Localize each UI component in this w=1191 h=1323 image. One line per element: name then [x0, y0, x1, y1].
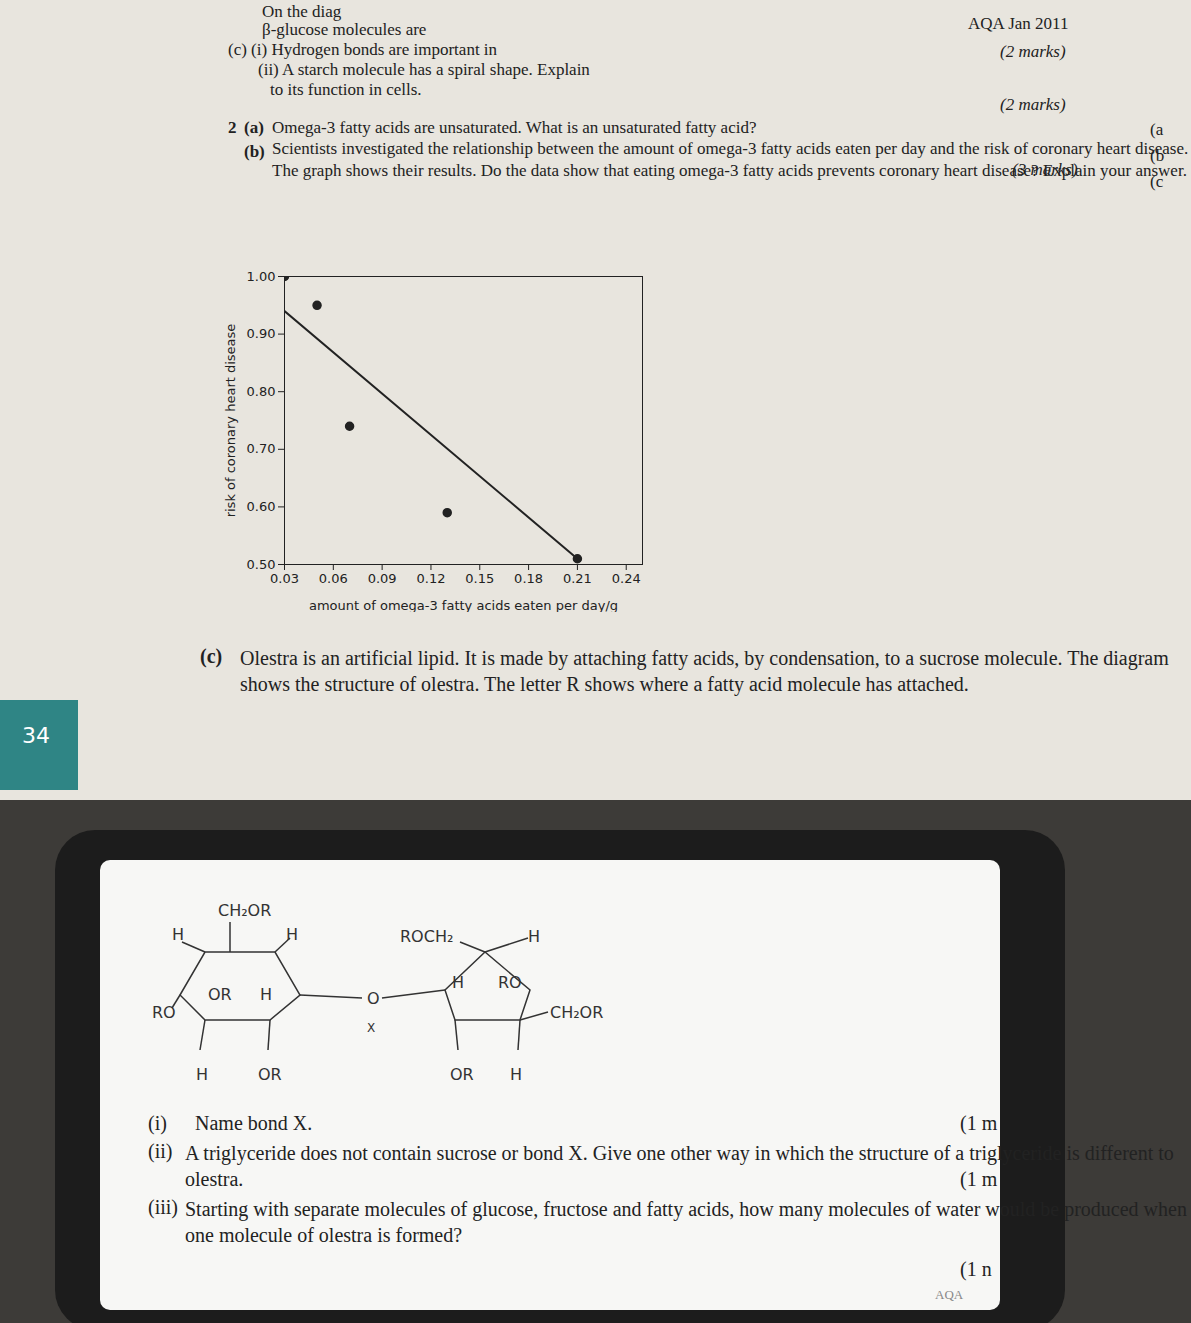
html-text:(ii): (ii)	[148, 1140, 173, 1162]
svg-text:0.06: 0.06	[319, 571, 348, 586]
svg-text:H: H	[286, 925, 298, 944]
html-text:(3 marks): (3 marks)	[1012, 160, 1078, 179]
html-text:(2 marks): (2 marks)	[1000, 42, 1066, 61]
svg-text:X: X	[367, 1021, 375, 1035]
svg-text:H: H	[528, 927, 540, 946]
svg-text:RO: RO	[498, 973, 522, 992]
html-text:(a): (a)	[244, 118, 264, 137]
svg-text:0.18: 0.18	[514, 571, 543, 586]
html-text:(1 n: (1 n	[960, 1258, 992, 1280]
svg-text:H: H	[452, 973, 464, 992]
svg-text:0.09: 0.09	[368, 571, 397, 586]
html-text:Olestra is an artificial lipid: Olestra is an artificial lipid. It is ma…	[240, 647, 1169, 695]
svg-text:CH₂OR: CH₂OR	[550, 1003, 603, 1022]
html-text:Omega-3 fatty acids are unsatu: Omega-3 fatty acids are unsaturated. Wha…	[272, 118, 757, 137]
svg-text:0.12: 0.12	[416, 571, 445, 586]
svg-text:ROCH₂: ROCH₂	[400, 927, 453, 946]
html-text:β-glucose molecules are: β-glucose molecules are	[262, 20, 427, 39]
svg-text:0.90: 0.90	[247, 326, 276, 341]
svg-text:0.80: 0.80	[247, 384, 276, 399]
svg-text:H: H	[196, 1065, 208, 1084]
html-text:to its function in cells.: to its function in cells.	[270, 80, 422, 99]
html-text:34: 34	[22, 723, 50, 748]
svg-text:0.60: 0.60	[247, 499, 276, 514]
svg-text:H: H	[172, 925, 184, 944]
html-text:AQA: AQA	[935, 1287, 964, 1302]
html-text:Name bond X.: Name bond X.	[195, 1112, 313, 1134]
html-text:On the diag: On the diag	[262, 2, 342, 21]
html-text:A triglyceride does not contai: A triglyceride does not contain sucrose …	[185, 1142, 1174, 1190]
svg-text:0.50: 0.50	[247, 557, 276, 572]
svg-text:0.24: 0.24	[612, 571, 641, 586]
html-text:Scientists investigated the re: Scientists investigated the relationship…	[272, 139, 1189, 181]
html-text:(iii) Starting with separate m: (iii) Starting with separate molecules o…	[148, 1196, 1187, 1246]
svg-text:H: H	[510, 1065, 522, 1084]
html-text:(1 m: (1 m	[960, 1112, 998, 1134]
svg-text:0.15: 0.15	[465, 571, 494, 586]
html-text:(ii) A starch molecule has a s: (ii) A starch molecule has a spiral shap…	[258, 60, 590, 79]
svg-text:RO: RO	[152, 1003, 176, 1022]
html-text:(a: (a	[1150, 120, 1164, 139]
svg-text:OR: OR	[258, 1065, 282, 1084]
svg-text:0.03: 0.03	[270, 571, 299, 586]
html-text:(2 marks): (2 marks)	[1000, 95, 1066, 114]
svg-text:O: O	[367, 989, 380, 1008]
html-text:(c): (c)	[200, 645, 223, 667]
html-text:(i): (i)	[148, 1112, 167, 1134]
html-text:2: 2	[228, 118, 237, 137]
svg-text:OR: OR	[208, 985, 232, 1004]
html-text:(b): (b)	[244, 142, 265, 161]
svg-text:1.00: 1.00	[247, 269, 276, 284]
svg-text:OR: OR	[450, 1065, 474, 1084]
html-text:AQA Jan 2011: AQA Jan 2011	[968, 14, 1069, 33]
svg-text:risk of coronary heart disease: risk of coronary heart disease	[223, 324, 238, 518]
svg-text:0.21: 0.21	[563, 571, 592, 586]
html-text:(b: (b	[1150, 146, 1165, 165]
html-text:(c: (c	[1150, 172, 1164, 191]
svg-text:H: H	[260, 985, 272, 1004]
html-text:(c) (i) Hydrogen bonds are imp: (c) (i) Hydrogen bonds are important in	[228, 40, 498, 59]
svg-text:CH₂OR: CH₂OR	[218, 901, 271, 920]
svg-text:0.70: 0.70	[247, 441, 276, 456]
svg-text:amount of omega-3 fatty acids: amount of omega-3 fatty acids eaten per …	[309, 598, 618, 613]
html-text:(1 m: (1 m	[960, 1168, 998, 1190]
